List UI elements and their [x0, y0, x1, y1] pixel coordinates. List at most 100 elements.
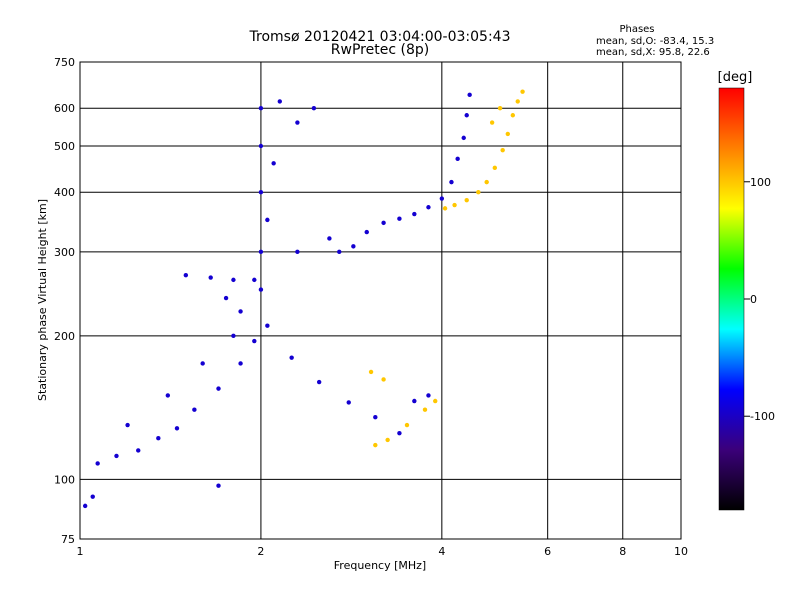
data-point: [258, 190, 264, 195]
data-point: [156, 436, 161, 441]
x-tick-label: 1: [77, 545, 84, 558]
data-point: [231, 277, 236, 283]
data-point: [252, 338, 257, 344]
colorbar: [718, 87, 745, 511]
colorbar-ticks: -100 0 100: [744, 176, 775, 423]
data-point: [311, 106, 317, 111]
data-point: [238, 361, 243, 366]
data-point: [449, 179, 454, 185]
colorbar-tick-label: 100: [750, 176, 771, 189]
data-point: [351, 244, 356, 249]
data-point: [258, 287, 264, 292]
data-point: [412, 211, 417, 217]
data-point: [258, 249, 264, 255]
data-point: [258, 143, 264, 149]
y-tick-label: 100: [54, 473, 75, 486]
data-point: [295, 249, 300, 255]
data-point: [265, 323, 270, 328]
x-axis-label: Frequency [MHz]: [334, 559, 426, 572]
data-point: [510, 113, 516, 118]
y-tick-label: 600: [54, 102, 75, 115]
data-point: [381, 377, 386, 382]
data-point: [125, 422, 130, 428]
colorbar-tick-label: -100: [750, 410, 775, 423]
data-point: [397, 430, 402, 436]
data-point: [277, 99, 282, 104]
data-point: [492, 165, 498, 171]
data-point: [238, 309, 243, 314]
data-point: [327, 236, 332, 241]
data-point: [373, 442, 378, 448]
data-point: [439, 196, 445, 201]
colorbar-label: [deg]: [718, 70, 753, 85]
phases-heading: Phases: [619, 24, 654, 35]
data-point: [231, 333, 236, 339]
data-point: [433, 398, 438, 404]
data-point: [316, 379, 322, 385]
data-point: [114, 453, 119, 459]
data-point: [455, 156, 460, 162]
data-point: [442, 206, 448, 211]
chart-subtitle: RwPretec (8p): [331, 42, 429, 58]
x-tick-label: 10: [674, 545, 688, 558]
y-tick-label: 400: [54, 186, 75, 199]
x-tick-label: 6: [544, 545, 551, 558]
data-point: [515, 99, 520, 104]
x-tick-label: 4: [438, 545, 445, 558]
data-point: [136, 448, 141, 453]
data-point: [295, 120, 300, 125]
data-point: [337, 249, 342, 255]
data-point: [500, 147, 505, 153]
data-point: [183, 272, 189, 278]
phases-o-stats: mean, sd,O: -83.4, 15.3: [596, 36, 714, 47]
data-point: [82, 503, 88, 509]
data-point: [412, 398, 417, 404]
data-point: [90, 494, 95, 499]
data-point: [208, 275, 213, 280]
data-point: [192, 407, 197, 412]
data-point: [271, 161, 276, 166]
data-point: [489, 120, 495, 125]
y-axis-label: Stationary phase Virtual Height [km]: [36, 199, 49, 401]
data-point: [397, 216, 402, 221]
data-point: [426, 205, 431, 210]
data-point: [422, 407, 428, 412]
colorbar-tick-label: 0: [750, 293, 757, 306]
data-point: [95, 461, 100, 466]
plot-area: [79, 61, 682, 540]
x-axis-ticks: 1 2 4 6 8 10: [77, 545, 689, 558]
data-point: [464, 197, 469, 203]
data-point: [289, 355, 294, 360]
y-tick-label: 200: [54, 330, 75, 343]
data-point: [381, 220, 386, 226]
data-point: [426, 393, 431, 398]
y-tick-label: 300: [54, 246, 75, 259]
data-point: [461, 135, 466, 141]
data-point: [497, 106, 503, 111]
data-point: [216, 483, 221, 488]
y-tick-label: 75: [61, 533, 75, 546]
y-tick-label: 750: [54, 56, 75, 69]
data-point: [216, 386, 221, 391]
data-point: [165, 393, 171, 398]
x-tick-label: 2: [257, 545, 264, 558]
data-point: [385, 437, 390, 443]
data-point: [200, 361, 205, 366]
data-point: [467, 92, 472, 98]
data-point: [364, 229, 369, 235]
data-point: [476, 190, 481, 195]
data-point: [252, 277, 257, 283]
data-points: [82, 89, 525, 509]
data-point: [174, 426, 180, 431]
data-point: [223, 295, 229, 301]
data-point: [346, 400, 351, 405]
data-point: [265, 217, 270, 223]
data-point: [373, 415, 378, 420]
phases-x-stats: mean, sd,X: 95.8, 22.6: [596, 47, 710, 58]
data-point: [505, 131, 510, 137]
y-tick-label: 500: [54, 140, 75, 153]
data-point: [484, 179, 489, 185]
data-point: [368, 369, 374, 375]
data-point: [520, 89, 525, 94]
